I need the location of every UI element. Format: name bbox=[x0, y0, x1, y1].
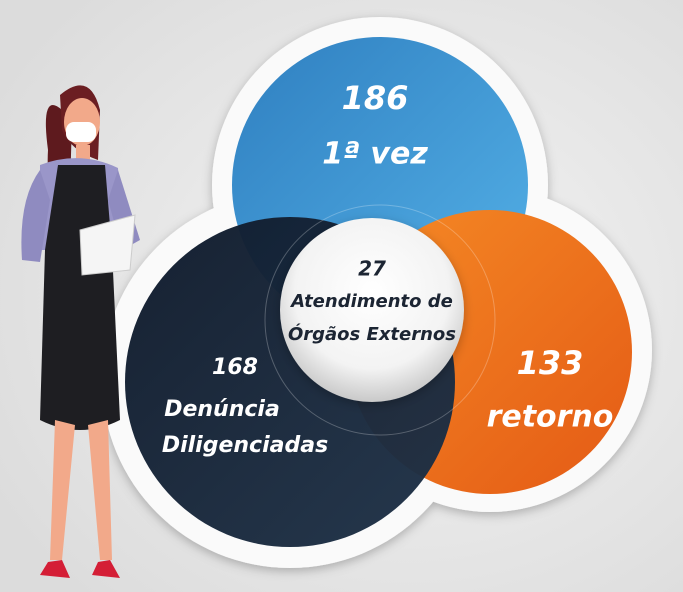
circle-label: retorno bbox=[487, 400, 614, 435]
circle-label: Diligenciadas bbox=[162, 433, 328, 458]
circle-label: 1ª vez bbox=[322, 137, 428, 172]
circle-value: 186 bbox=[342, 79, 409, 117]
circle-label: Atendimento de bbox=[289, 291, 453, 312]
infographic: 186 1ª vez 133 retorno 168 Denúncia Diligencia… bbox=[0, 0, 683, 592]
circle-value: 27 bbox=[358, 257, 386, 281]
circle-value: 168 bbox=[212, 355, 258, 380]
circle-label: Denúncia bbox=[164, 397, 280, 422]
circle-value: 133 bbox=[517, 344, 584, 382]
circle-label: Órgãos Externos bbox=[288, 323, 456, 345]
